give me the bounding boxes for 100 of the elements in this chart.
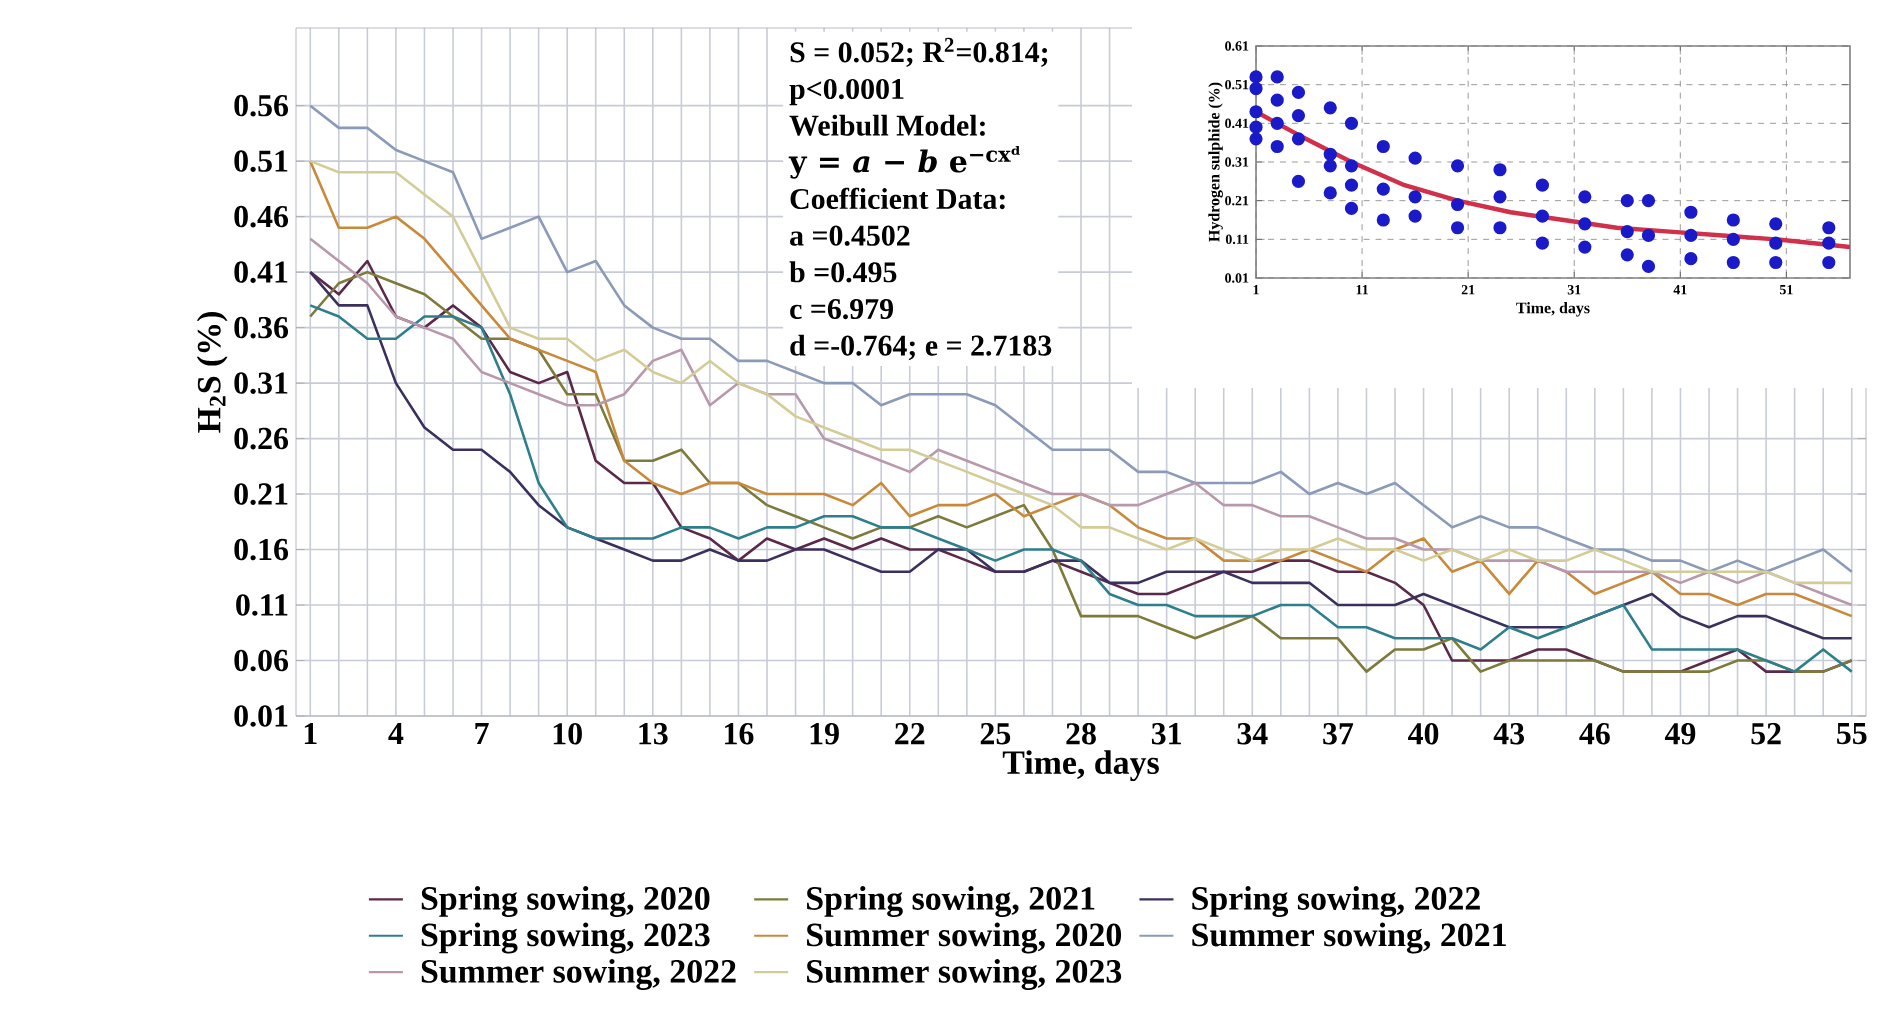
x-tick-label: 7 bbox=[475, 723, 489, 744]
point bbox=[1291, 132, 1306, 146]
y-tick-label: 0.16 bbox=[234, 538, 289, 561]
y-tick-label: 0.46 bbox=[234, 205, 289, 228]
x-tick-label: 28 bbox=[1066, 723, 1096, 745]
point bbox=[1620, 194, 1634, 208]
point bbox=[1344, 178, 1359, 192]
legend-label: Summer sowing, 2022 bbox=[421, 958, 736, 990]
x-tick-label: 34 bbox=[1237, 723, 1268, 745]
annotation: Weibull Model: bbox=[789, 114, 985, 136]
point bbox=[1769, 217, 1783, 231]
point bbox=[1249, 132, 1263, 146]
point bbox=[1249, 105, 1263, 119]
point bbox=[1408, 209, 1422, 223]
point bbox=[1641, 259, 1656, 273]
point bbox=[1620, 248, 1634, 262]
legend-label: Summer sowing, 2023 bbox=[807, 958, 1122, 990]
point bbox=[1578, 190, 1592, 204]
point bbox=[1641, 194, 1656, 208]
x-tick-label: 16 bbox=[725, 723, 754, 745]
point bbox=[1684, 228, 1698, 243]
x-tick-label: 40 bbox=[1408, 723, 1439, 745]
point bbox=[1376, 139, 1390, 154]
point bbox=[1493, 163, 1507, 177]
point bbox=[1450, 159, 1465, 173]
annotation: b =0.495 bbox=[789, 261, 897, 283]
x-tick-label: 1 bbox=[304, 723, 317, 745]
x-tick-label: 31 bbox=[1151, 723, 1181, 745]
legend-label: Spring sowing, 2023 bbox=[421, 922, 710, 954]
point bbox=[1249, 120, 1263, 134]
legend-label: Summer sowing, 2020 bbox=[807, 922, 1122, 954]
point bbox=[1450, 197, 1465, 212]
annotation: c =6.979 bbox=[790, 298, 893, 320]
point bbox=[1344, 116, 1359, 130]
point bbox=[1769, 236, 1783, 250]
point bbox=[1620, 225, 1634, 239]
legend-label: Summer sowing, 2021 bbox=[1192, 922, 1506, 954]
point bbox=[1270, 139, 1284, 154]
y-tick-label: 0.06 bbox=[234, 649, 289, 672]
point bbox=[1323, 186, 1337, 200]
point bbox=[1323, 159, 1337, 173]
point bbox=[1291, 109, 1306, 123]
point bbox=[1408, 151, 1422, 165]
y-axis-title: H$_{2}$S (%) bbox=[196, 312, 228, 433]
point bbox=[1535, 236, 1549, 250]
point bbox=[1450, 221, 1465, 235]
annotation: d =-0.764; e = 2.7183 bbox=[790, 334, 1052, 361]
point bbox=[1291, 174, 1306, 188]
point bbox=[1535, 178, 1549, 192]
y-tick-label: 0.56 bbox=[234, 94, 289, 117]
x-tick-label: 4 bbox=[388, 723, 404, 745]
point bbox=[1249, 70, 1263, 84]
point bbox=[1769, 255, 1783, 270]
x-tick-label: 10 bbox=[553, 723, 582, 745]
point bbox=[1578, 240, 1592, 254]
point bbox=[1376, 182, 1390, 196]
point bbox=[1822, 221, 1836, 235]
x-axis-title: Time, days bbox=[1002, 750, 1159, 782]
y-tick-label: 0.51 bbox=[234, 150, 288, 172]
point bbox=[1684, 252, 1698, 266]
point bbox=[1270, 93, 1284, 107]
point bbox=[1641, 228, 1656, 243]
x-tick-label: 37 bbox=[1323, 723, 1354, 745]
annotation: y = a − b e$^{−cxᵈ}$ bbox=[788, 145, 1020, 179]
point bbox=[1344, 159, 1359, 173]
x-tick-label: 55 bbox=[1837, 723, 1867, 745]
x-tick-label: 19 bbox=[810, 723, 839, 745]
annotation: Coefficient Data: bbox=[790, 187, 1005, 210]
annotation: a =0.4502 bbox=[790, 225, 910, 246]
annotation: p<0.0001 bbox=[789, 78, 904, 106]
annotation: S = 0.052; R$^{2}$=0.814; bbox=[790, 37, 1048, 67]
point bbox=[1323, 101, 1337, 115]
point bbox=[1535, 209, 1549, 223]
x-tick-label: 13 bbox=[639, 723, 668, 745]
y-tick-label: 0.36 bbox=[234, 316, 289, 339]
point bbox=[1270, 116, 1284, 130]
x-tick-label: 46 bbox=[1579, 723, 1610, 745]
point bbox=[1376, 213, 1390, 227]
y-tick-label: 0.21 bbox=[234, 483, 288, 505]
point bbox=[1726, 255, 1740, 270]
point bbox=[1493, 221, 1507, 235]
y-tick-label: 0.11 bbox=[236, 594, 288, 616]
y-tick-label: 0.41 bbox=[234, 261, 288, 283]
point bbox=[1493, 190, 1507, 204]
y-tick-label: 0.01 bbox=[234, 705, 288, 727]
point bbox=[1408, 190, 1422, 204]
legend-label: Spring sowing, 2020 bbox=[421, 886, 710, 918]
point bbox=[1344, 201, 1359, 215]
legend-label: Spring sowing, 2022 bbox=[1192, 886, 1480, 918]
point bbox=[1726, 232, 1740, 246]
point bbox=[1726, 213, 1740, 227]
point bbox=[1822, 236, 1836, 250]
x-tick-label: 49 bbox=[1664, 723, 1696, 745]
x-tick-label: 52 bbox=[1751, 723, 1781, 745]
point bbox=[1822, 255, 1836, 270]
point bbox=[1323, 147, 1337, 161]
point bbox=[1270, 70, 1284, 84]
y-tick-label: 0.26 bbox=[234, 427, 289, 450]
point bbox=[1291, 85, 1306, 99]
point bbox=[1684, 205, 1698, 219]
